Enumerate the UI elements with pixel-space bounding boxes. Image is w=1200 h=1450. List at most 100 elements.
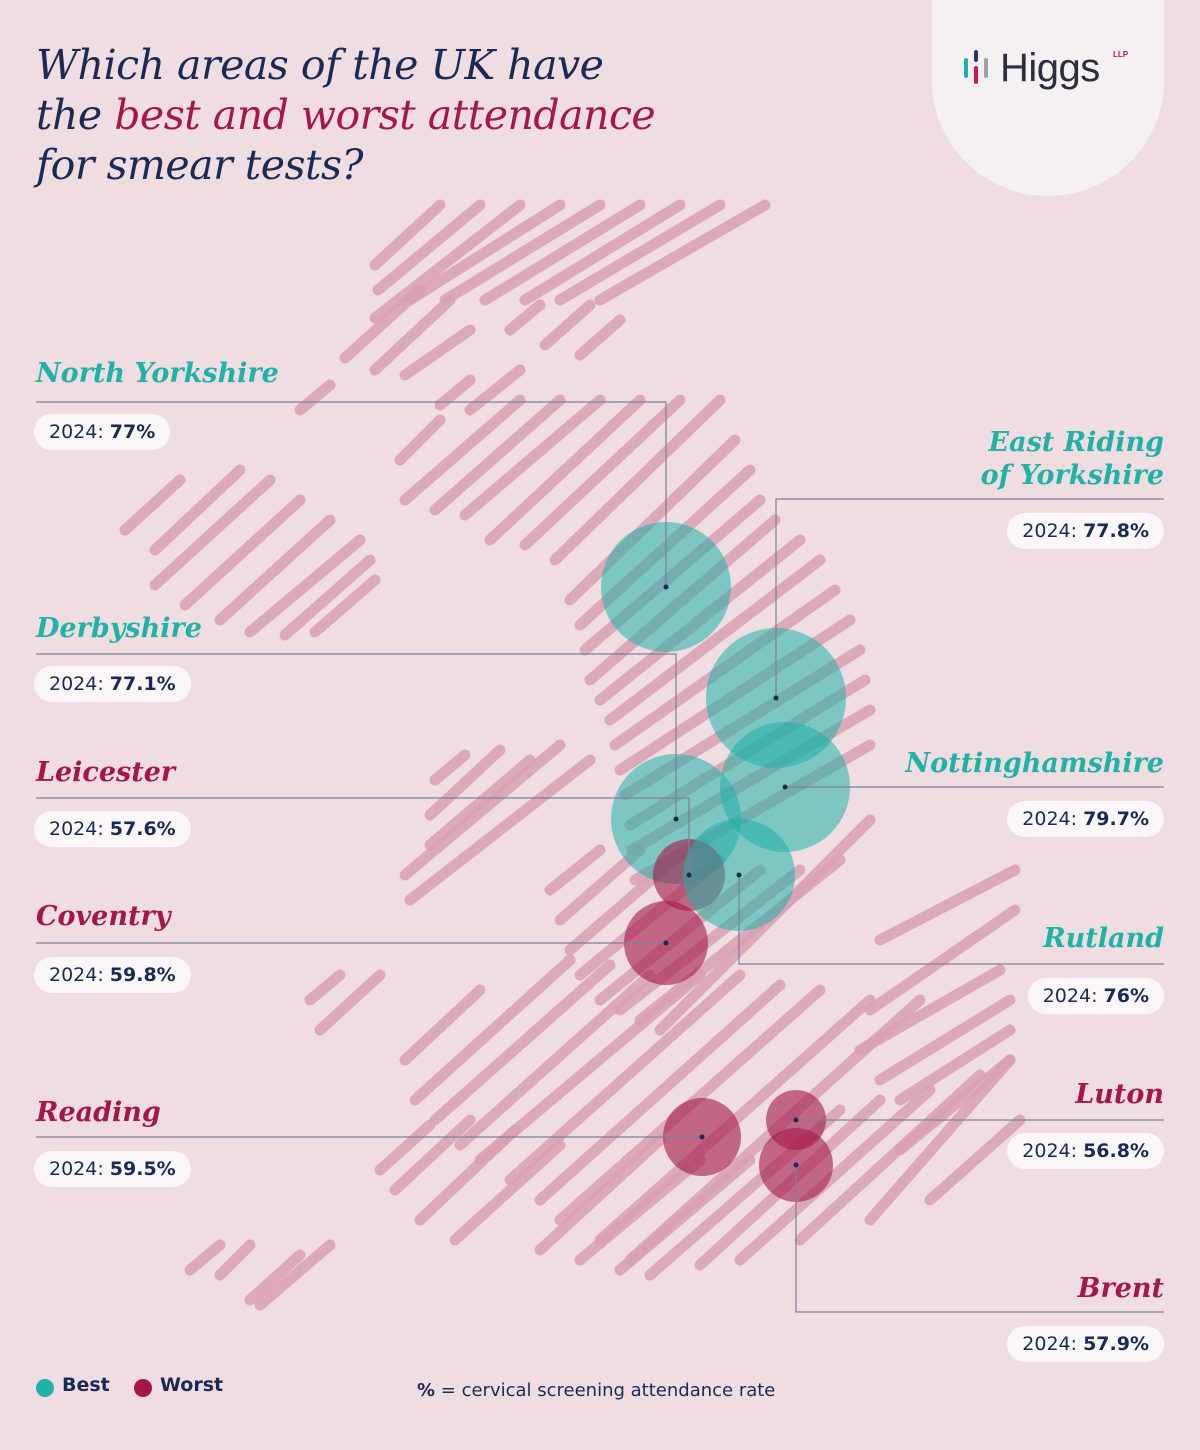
map-stripe-76 bbox=[614, 1154, 756, 1276]
map-stripe-48 bbox=[399, 739, 566, 881]
map-stripe-45 bbox=[429, 749, 471, 786]
map-stripe-3 bbox=[404, 199, 566, 306]
map-stripe-6 bbox=[519, 199, 686, 306]
value-reading: 2024: 59.5% bbox=[34, 1151, 191, 1187]
map-stripe-70 bbox=[374, 1119, 436, 1176]
map-stripe-51 bbox=[554, 844, 646, 926]
map-stripe-75 bbox=[574, 1154, 706, 1266]
map-stripe-86 bbox=[894, 1024, 1016, 1106]
map-stripe-29 bbox=[459, 394, 606, 521]
label-brent: Brent bbox=[1077, 1273, 1164, 1304]
map-stripe-47 bbox=[424, 754, 536, 851]
label-reading: Reading bbox=[36, 1097, 161, 1128]
map-stripe-17 bbox=[464, 364, 526, 416]
map-stripe-63 bbox=[454, 969, 656, 1151]
label-east-riding: East Riding of Yorkshire bbox=[980, 427, 1164, 491]
map-stripe-11 bbox=[399, 324, 476, 381]
map-stripe-31 bbox=[519, 394, 686, 551]
location-dot-derbyshire bbox=[673, 816, 679, 822]
value-north-yorkshire: 2024: 77% bbox=[34, 414, 171, 450]
leader-line-derbyshire bbox=[36, 653, 677, 819]
legend-worst: Worst bbox=[134, 1374, 223, 1397]
location-dot-rutland bbox=[736, 872, 742, 878]
label-rutland: Rutland bbox=[1043, 923, 1164, 954]
map-stripe-12 bbox=[504, 299, 546, 336]
map-stripe-57 bbox=[654, 814, 876, 1036]
map-stripe-14 bbox=[574, 314, 626, 361]
leader-line-brent bbox=[795, 1165, 1164, 1313]
map-stripe-85 bbox=[874, 994, 1016, 1086]
location-dot-reading bbox=[699, 1134, 705, 1140]
value-east-riding: 2024: 77.8% bbox=[1007, 513, 1164, 549]
map-stripe-13 bbox=[539, 299, 596, 351]
map-stripe-84 bbox=[854, 964, 1006, 1056]
map-stripe-59 bbox=[314, 969, 386, 1036]
map-stripe-83 bbox=[894, 1054, 1016, 1156]
map-stripe-7 bbox=[554, 199, 726, 306]
map-stripe-9 bbox=[339, 284, 426, 364]
map-stripe-1 bbox=[372, 199, 486, 296]
location-dot-coventry bbox=[663, 940, 669, 946]
map-stripe-33 bbox=[564, 434, 741, 606]
region-bubbles bbox=[601, 522, 850, 1202]
map-stripe-50 bbox=[544, 844, 606, 896]
value-luton: 2024: 56.8% bbox=[1007, 1133, 1164, 1169]
title-highlight: best and worst attendance bbox=[114, 91, 656, 139]
map-stripe-72 bbox=[414, 1124, 521, 1226]
map-stripe-30 bbox=[484, 394, 646, 546]
map-stripe-21 bbox=[179, 494, 306, 611]
value-coventry: 2024: 59.8% bbox=[34, 957, 191, 993]
map-stripe-0 bbox=[369, 199, 446, 271]
logo-suffix: LLP bbox=[1113, 50, 1129, 59]
map-stripe-79 bbox=[734, 1084, 936, 1266]
map-stripe-24 bbox=[279, 554, 376, 641]
value-leicester: 2024: 57.6% bbox=[34, 811, 191, 847]
map-stripe-16 bbox=[434, 374, 476, 411]
map-stripe-66 bbox=[534, 979, 786, 1206]
value-derbyshire: 2024: 77.1% bbox=[34, 666, 191, 702]
location-dot-north_yorkshire bbox=[663, 584, 669, 590]
map-stripe-23 bbox=[244, 534, 366, 638]
logo-badge bbox=[932, 0, 1164, 196]
label-north-yorkshire: North Yorkshire bbox=[36, 358, 279, 389]
map-stripe-73 bbox=[449, 1139, 566, 1246]
map-stripe-25 bbox=[309, 574, 381, 638]
value-rutland: 2024: 76% bbox=[1027, 978, 1164, 1014]
map-stripe-89 bbox=[244, 1249, 306, 1306]
location-dot-leicester bbox=[686, 872, 692, 878]
map-stripe-46 bbox=[424, 744, 506, 821]
map-stripe-22 bbox=[214, 514, 336, 626]
leader-line-east_riding bbox=[775, 498, 1164, 698]
leader-lines bbox=[36, 401, 1164, 1313]
footnote: % = cervical screening attendance rate bbox=[417, 1380, 776, 1401]
map-stripe-2 bbox=[369, 199, 526, 324]
map-stripe-8 bbox=[594, 199, 771, 306]
map-stripe-18 bbox=[119, 474, 186, 536]
value-nottinghamshire: 2024: 79.7% bbox=[1007, 801, 1164, 837]
legend-best-dot bbox=[36, 1379, 54, 1397]
map-stripe-5 bbox=[479, 199, 646, 306]
legend-best: Best bbox=[36, 1374, 110, 1397]
map-stripe-60 bbox=[399, 984, 486, 1066]
map-stripe-26 bbox=[394, 414, 446, 466]
label-luton: Luton bbox=[1075, 1079, 1164, 1110]
map-stripe-90 bbox=[254, 1239, 336, 1311]
map-stripe-92 bbox=[864, 904, 1021, 1016]
location-dot-east_riding bbox=[773, 695, 779, 701]
page-title: Which areas of the UK have the best and … bbox=[36, 41, 656, 189]
leader-line-rutland bbox=[738, 875, 1164, 965]
map-stripe-28 bbox=[429, 394, 566, 516]
label-nottinghamshire: Nottinghamshire bbox=[905, 748, 1164, 779]
legend-worst-dot bbox=[134, 1379, 152, 1397]
leader-line-north_yorkshire bbox=[36, 401, 667, 587]
label-derbyshire: Derbyshire bbox=[36, 613, 202, 644]
label-coventry: Coventry bbox=[36, 901, 171, 932]
map-stripe-32 bbox=[549, 394, 726, 566]
location-dot-nottinghamshire bbox=[782, 784, 788, 790]
map-stripe-20 bbox=[149, 474, 276, 591]
map-stripe-38 bbox=[604, 554, 826, 726]
map-stripe-65 bbox=[504, 969, 746, 1186]
location-dot-luton bbox=[793, 1117, 799, 1123]
map-stripe-88 bbox=[214, 1239, 256, 1281]
